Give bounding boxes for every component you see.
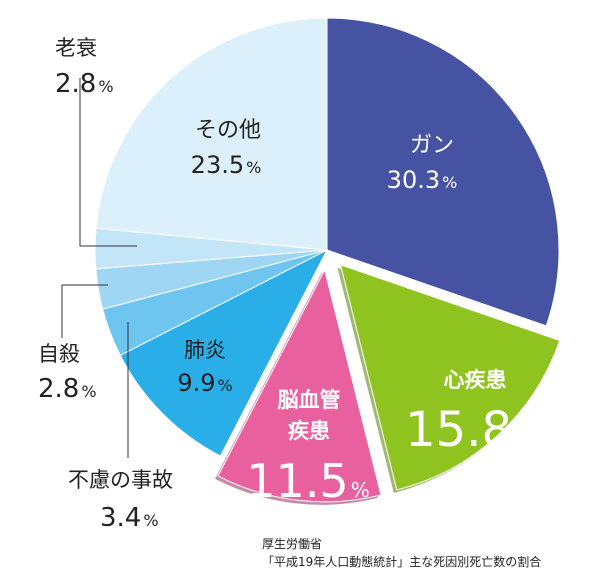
pie-slice: [326, 17, 560, 327]
pie-slice: [217, 268, 382, 503]
label-cancer-name: ガン: [410, 133, 454, 158]
pie-slice: [95, 17, 328, 251]
label-suicide-name: 自殺: [38, 342, 80, 366]
label-stroke-name-1: 脳血管: [278, 388, 341, 412]
source-line-1: 厚生労働省: [262, 537, 323, 551]
label-suicide-value: 2.8%: [38, 374, 97, 404]
label-pneumonia-value: 9.9%: [177, 369, 232, 397]
label-senility-value: 2.8%: [55, 69, 114, 99]
label-heart-value: 15.8%: [405, 402, 535, 458]
pie-slices: [94, 17, 561, 505]
leader-lines: [61, 78, 137, 458]
label-other-name: その他: [195, 118, 261, 143]
label-pneumonia-name: 肺炎: [184, 338, 226, 362]
source-line-2: 「平成19年人口動態統計」主な死因別死亡数の割合: [262, 555, 542, 569]
source-note: 厚生労働省 「平成19年人口動態統計」主な死因別死亡数の割合: [262, 535, 541, 571]
label-accident-name: 不慮の事故: [68, 468, 173, 492]
leader-line-senility: [79, 78, 137, 247]
label-cancer-value: 30.3%: [387, 166, 458, 194]
label-accident-value: 3.4%: [100, 503, 159, 533]
label-senility-name: 老衰: [55, 36, 97, 60]
label-stroke-value: 11.5%: [246, 454, 369, 508]
leader-line-suicide: [61, 284, 108, 338]
pie-slice: [119, 248, 329, 457]
label-heart-name: 心疾患: [444, 368, 507, 392]
label-stroke-name-2: 疾患: [288, 419, 330, 443]
pie-slice: [339, 263, 561, 491]
label-other-value: 23.5%: [191, 151, 262, 179]
